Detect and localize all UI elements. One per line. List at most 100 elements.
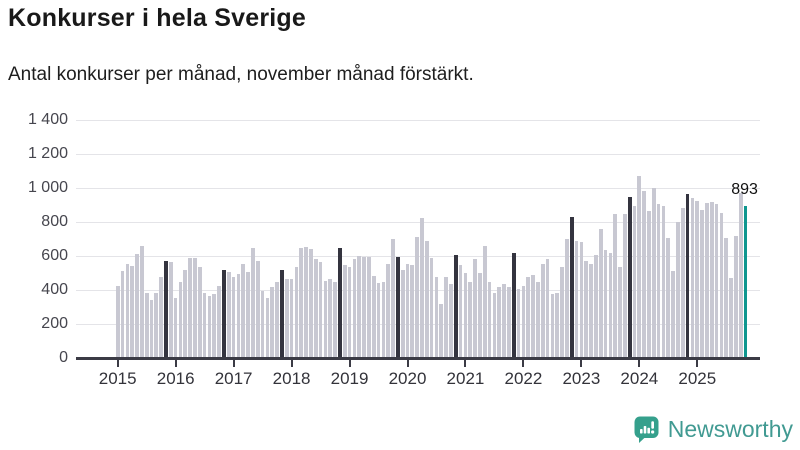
bar-2020-m12 (458, 264, 463, 358)
bar-2016-m6 (197, 267, 202, 358)
bar-2020-m9 (444, 277, 448, 358)
bar-2024-m8 (671, 271, 675, 358)
x-axis-tick-2022 (522, 360, 525, 367)
bar-2022-m11 (569, 216, 574, 358)
bar-2019-m8 (381, 282, 386, 358)
bar-2018-m11 (338, 248, 342, 358)
bar-2024-m4 (651, 188, 656, 358)
bar-2019-m6 (371, 275, 376, 358)
x-axis-tick-2021 (464, 360, 467, 367)
x-axis-label-2021: 2021 (446, 369, 485, 388)
bar-2015-m10 (159, 277, 163, 358)
gridline-800 (76, 221, 760, 223)
latest-value-label: 893 (731, 181, 758, 199)
x-axis-tick-2016 (174, 360, 177, 367)
bar-2018-m5 (309, 249, 313, 358)
bar-2018-m8 (323, 280, 328, 358)
bar-2017-m6 (255, 261, 260, 358)
x-axis-tick-2020 (406, 360, 409, 367)
bar-2015-m12 (168, 261, 173, 358)
bar-2016-m5 (193, 257, 197, 358)
bar-2020-m10 (449, 284, 453, 358)
bar-2025-m1 (695, 200, 700, 358)
bar-2015-m6 (140, 245, 144, 358)
bar-2019-m4 (362, 256, 366, 358)
bar-2021-m7 (492, 292, 497, 358)
y-axis-label: 1 400 (27, 111, 68, 128)
bar-2016-m1 (173, 297, 178, 358)
bar-2018-m3 (299, 247, 304, 358)
bar-2015-m3 (125, 263, 130, 358)
bar-2024-m5 (656, 204, 661, 358)
bar-2016-m7 (202, 292, 207, 358)
bar-2019-m12 (400, 270, 405, 358)
x-axis-tick-2017 (232, 360, 235, 367)
x-axis-tick-2023 (580, 360, 583, 367)
x-axis-label-2016: 2016 (156, 369, 195, 388)
bar-2024-m3 (647, 210, 651, 358)
bar-2025-m10 (738, 193, 743, 358)
gridline-1200 (76, 153, 760, 155)
bar-2021-m8 (497, 286, 502, 358)
bar-2021-m11 (511, 252, 516, 358)
newsworthy-logo: Newsworthy (632, 415, 793, 444)
bar-2017-m7 (260, 290, 265, 358)
bar-2017-m11 (280, 269, 284, 358)
bar-2024-m10 (680, 208, 685, 358)
bar-2018-m12 (342, 265, 347, 358)
y-axis-label: 200 (41, 315, 68, 332)
y-axis-label: 400 (41, 281, 68, 298)
bar-2023-m12 (632, 205, 637, 358)
bar-2017-m5 (251, 247, 255, 358)
bar-2020-m4 (420, 217, 424, 358)
y-axis-label: 0 (59, 349, 68, 366)
bar-2019-m3 (357, 256, 362, 358)
bar-2020-m1 (405, 263, 410, 358)
bar-2016-m4 (188, 257, 192, 358)
bar-2025-m8 (729, 278, 733, 358)
bar-2015-m7 (144, 292, 149, 358)
y-axis-label: 1 000 (27, 179, 68, 196)
bar-2016-m3 (183, 270, 188, 358)
bar-2016-m12 (226, 272, 231, 358)
bar-2023-m9 (618, 267, 622, 358)
chart-title: Konkurser i hela Sverige (8, 4, 306, 32)
bar-2022-m2 (526, 277, 531, 358)
bar-2023-m5 (598, 228, 603, 358)
x-axis-label-2019: 2019 (330, 369, 369, 388)
bar-2021-m4 (478, 273, 482, 358)
bar-2021-m6 (487, 281, 492, 358)
bar-2018-m1 (289, 278, 294, 358)
bar-2024-m12 (690, 198, 695, 358)
bar-2020-m6 (429, 257, 434, 358)
bar-2017-m10 (275, 282, 279, 358)
bar-2025-m2 (700, 210, 704, 358)
bar-2023-m4 (594, 255, 598, 358)
bar-2022-m6 (545, 259, 550, 358)
bar-2025-m9 (734, 236, 738, 358)
bar-2018-m2 (294, 267, 299, 358)
bar-2020-m11 (453, 255, 458, 358)
bar-2020-m2 (410, 264, 415, 358)
bar-2023-m6 (603, 250, 608, 358)
bar-2024-m7 (666, 238, 671, 358)
x-axis-tick-2025 (696, 360, 699, 367)
gridline-1000 (76, 187, 760, 189)
bar-2022-m4 (536, 282, 540, 358)
x-axis-label-2023: 2023 (562, 369, 601, 388)
bar-2016-m10 (217, 285, 221, 358)
bar-2025-m6 (719, 212, 724, 358)
bar-2015-m1 (115, 285, 120, 358)
bar-2021-m9 (502, 284, 506, 358)
bar-2022-m5 (540, 263, 545, 358)
y-axis-label: 600 (41, 247, 68, 264)
bar-2025-m7 (724, 238, 729, 358)
bar-2015-m2 (120, 271, 125, 358)
bar-2023-m10 (623, 214, 627, 358)
bar-2022-m1 (521, 285, 526, 358)
bar-2021-m12 (516, 289, 521, 358)
bar-2024-m1 (637, 176, 642, 358)
bar-2022-m12 (574, 240, 579, 358)
bar-2021-m5 (482, 245, 487, 358)
